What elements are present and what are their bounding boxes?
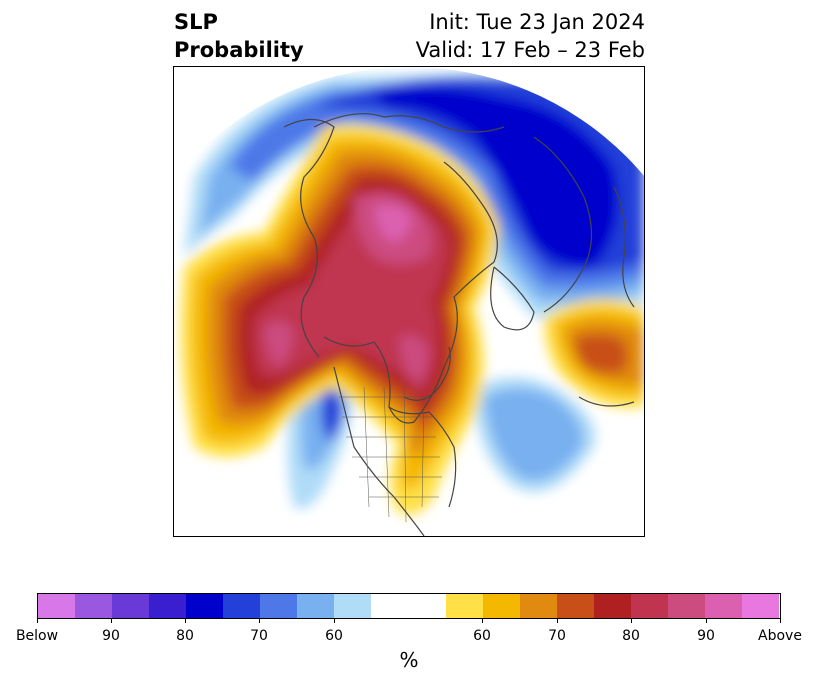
probability-field — [174, 67, 644, 536]
colorbar-segment — [334, 594, 371, 618]
colorbar-tickmark — [706, 618, 707, 623]
colorbar-segment — [705, 594, 742, 618]
title-variable: SLP — [174, 10, 218, 34]
colorbar-tick-label: Above — [758, 628, 802, 644]
colorbar-tickmark — [482, 618, 483, 623]
colorbar-tick-label: 60 — [473, 628, 491, 644]
colorbar-tickmark — [111, 618, 112, 623]
colorbar-tick-label: 60 — [325, 628, 343, 644]
colorbar-segment — [594, 594, 631, 618]
polar-map — [174, 67, 644, 536]
colorbar-segment — [371, 594, 446, 618]
colorbar-segment — [631, 594, 668, 618]
state-borders — [339, 386, 442, 523]
colorbar-tick-label: 80 — [622, 628, 640, 644]
colorbar-tickmark — [631, 618, 632, 623]
colorbar-segment — [483, 594, 520, 618]
map-title-right: Init: Tue 23 Jan 2024 Valid: 17 Feb – 23… — [416, 8, 645, 64]
colorbar-segment — [223, 594, 260, 618]
colorbar-segment — [186, 594, 223, 618]
colorbar-tick-label: 70 — [548, 628, 566, 644]
colorbar-tick-label: 80 — [176, 628, 194, 644]
colorbar-segment — [446, 594, 483, 618]
map-panel — [173, 66, 645, 537]
colorbar-segment — [75, 594, 112, 618]
colorbar-segment — [260, 594, 297, 618]
colorbar-segment — [112, 594, 149, 618]
colorbar-tickmark — [780, 618, 781, 623]
colorbar-unit-label: % — [399, 648, 419, 672]
colorbar-tick-label: 90 — [102, 628, 120, 644]
colorbar-tick-label: 70 — [250, 628, 268, 644]
colorbar-segment — [557, 594, 594, 618]
colorbar-segment — [38, 594, 75, 618]
colorbar-tick-label: Below — [15, 628, 59, 644]
colorbar-tickmark — [334, 618, 335, 623]
title-product: Probability — [174, 38, 304, 62]
colorbar-tickmark — [557, 618, 558, 623]
colorbar-segment — [520, 594, 557, 618]
title-init-date: Init: Tue 23 Jan 2024 — [429, 10, 645, 34]
map-title-left: SLP Probability — [174, 8, 304, 64]
colorbar-segment — [668, 594, 705, 618]
colorbar-tickmark — [37, 618, 38, 623]
coastlines — [283, 113, 635, 536]
colorbar-tick-label: 90 — [697, 628, 715, 644]
colorbar-tickmark — [185, 618, 186, 623]
colorbar-segment — [742, 594, 779, 618]
colorbar — [37, 593, 781, 619]
title-valid-range: Valid: 17 Feb – 23 Feb — [415, 38, 645, 62]
colorbar-segment — [149, 594, 186, 618]
colorbar-segment — [297, 594, 334, 618]
colorbar-tickmark — [259, 618, 260, 623]
